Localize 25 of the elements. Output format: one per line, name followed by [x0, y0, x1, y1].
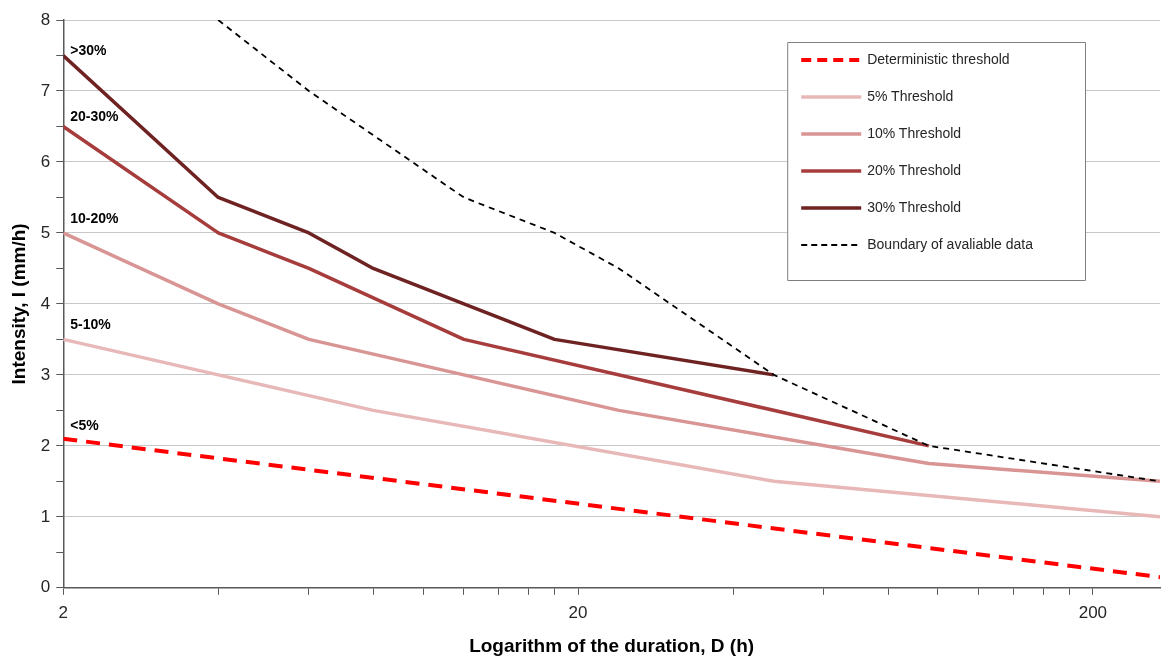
y-tick-label: 1 [40, 506, 51, 526]
x-tick-label: 200 [1078, 602, 1108, 622]
legend-label: 20% Threshold [867, 161, 962, 178]
annotation: 10-20% [70, 209, 120, 226]
annotation: >30% [70, 41, 107, 58]
x-axis-title: Logarithm of the duration, D (h) [469, 634, 755, 656]
y-tick-label: 5 [40, 222, 51, 242]
legend-label: 30% Threshold [867, 198, 962, 215]
y-tick-label: 0 [40, 577, 51, 597]
y-tick-label: 6 [40, 151, 51, 171]
y-tick-label: 3 [40, 364, 51, 384]
annotation: 20-30% [70, 108, 120, 125]
y-tick-label: 4 [40, 293, 51, 313]
x-tick-label: 2 [58, 602, 68, 622]
legend-label: 5% Threshold [867, 87, 954, 104]
y-tick-label: 7 [40, 80, 51, 100]
y-tick-label: 8 [40, 9, 51, 29]
legend-label: Deterministic threshold [867, 50, 1010, 67]
annotation: 5-10% [70, 316, 112, 333]
y-axis-title: Intensity, I (mm/h) [7, 223, 29, 385]
annotation: <5% [70, 416, 100, 433]
y-tick-label: 2 [40, 435, 51, 455]
x-tick-label: 20 [568, 602, 588, 622]
legend-label: 10% Threshold [867, 124, 962, 141]
legend-label: Boundary of avaliable data [867, 235, 1034, 252]
